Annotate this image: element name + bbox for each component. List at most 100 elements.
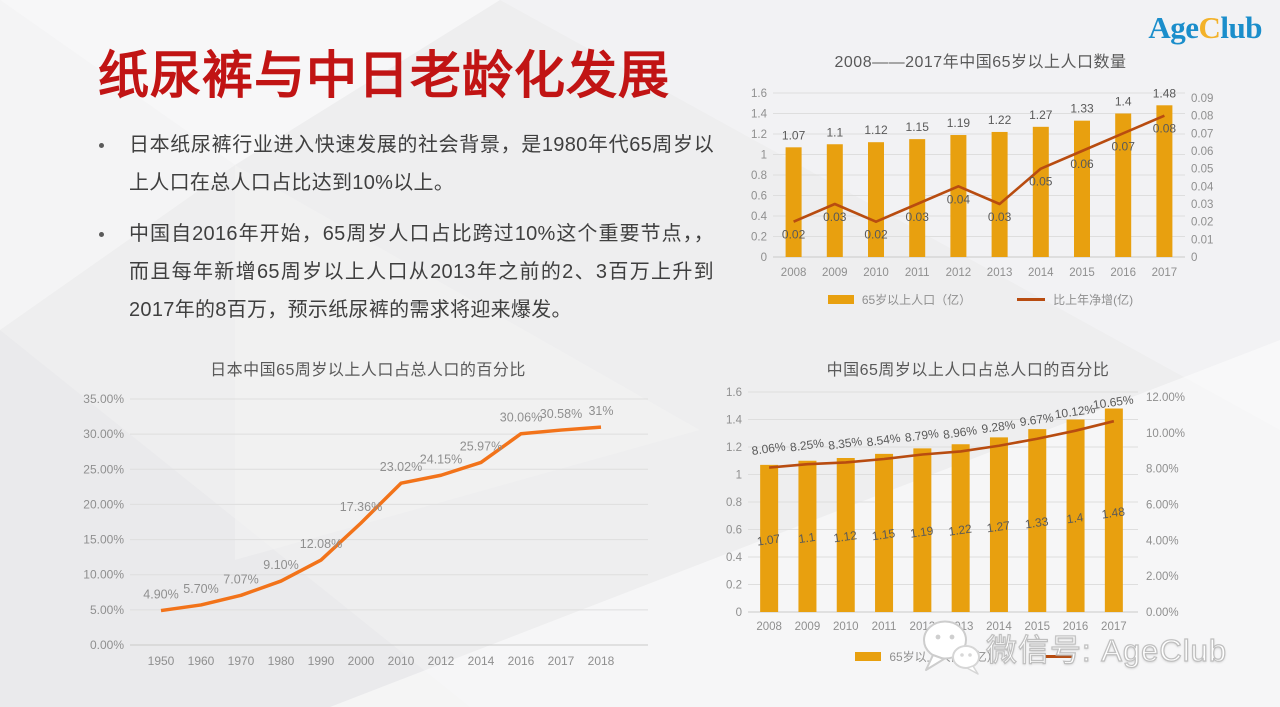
secondary-y-axis-tick-label: 6.00% [1146, 500, 1179, 512]
y-axis-tick-label: 0.2 [726, 580, 742, 592]
secondary-y-axis-tick-label: 0.05 [1191, 164, 1213, 176]
bar [785, 147, 802, 257]
line-data-label: 0.02 [782, 228, 806, 242]
wechat-watermark: 微信号: AgeClub [918, 616, 1227, 678]
bullet-dot-icon [99, 232, 104, 237]
line-data-label: 0.05 [1029, 175, 1053, 189]
x-axis-label: 2013 [987, 267, 1013, 279]
x-axis-label: 2016 [1063, 621, 1089, 633]
chart-title: 中国65周岁以上人口占总人口的百分比 [826, 362, 1110, 379]
logo-part-c: C [1198, 10, 1221, 45]
bullet-item: 日本纸尿裤行业进入快速发展的社会背景，是1980年代65周岁以上人口在总人口占比… [96, 126, 714, 202]
bar-data-label: 1.12 [833, 528, 858, 545]
bar [1066, 419, 1085, 612]
line-data-label: 24.15% [420, 452, 462, 466]
x-axis-label: 1980 [268, 654, 295, 668]
legend-item [1044, 648, 1081, 665]
x-axis-label: 2010 [863, 267, 889, 279]
bar [875, 453, 894, 612]
x-axis-label: 2016 [508, 654, 535, 668]
bar-data-label: 1.4 [1066, 510, 1085, 526]
y-axis-tick-label: 0.8 [726, 497, 742, 509]
x-axis-label: 2017 [1101, 621, 1127, 633]
y-axis-tick-label: 1 [736, 470, 742, 482]
line-data-label: 7.07% [223, 572, 258, 586]
chart-china-65plus-population-count: 2008——2017年中国65岁以上人口数量 1.6 1.4 1.2 1 0.8 0.6 0… [733, 44, 1228, 316]
x-axis-label: 2014 [986, 621, 1012, 633]
x-axis-label: 2009 [795, 621, 821, 633]
bar-data-label: 1.07 [756, 531, 781, 548]
bar-data-label: 1.19 [947, 116, 971, 130]
line-data-label: 8.25% [789, 436, 825, 455]
bar-data-label: 1.07 [782, 128, 806, 142]
x-axis-label: 2015 [1069, 267, 1095, 279]
watermark-text: 微信号: AgeClub [985, 632, 1228, 668]
x-axis-label: 2010 [833, 621, 859, 633]
line-data-label: 30.58% [540, 407, 582, 421]
bar-data-label: 1.33 [1070, 102, 1094, 116]
x-axis-label: 2009 [822, 267, 848, 279]
combo-chart-canvas: 1.6 1.4 1.2 1 0.8 0.6 0.4 0.2 0 12.00% 10.00% 8.00%… [726, 387, 1185, 633]
line-data-label: 5.70% [183, 582, 218, 596]
bar-data-label: 1.48 [1101, 504, 1126, 521]
bullet-text: 中国自2016年开始，65周岁人口占比跨过10%这个重要节点，，而且每年新增65… [129, 223, 714, 321]
y-axis-tick-label: 15.00% [83, 533, 124, 547]
bar [836, 458, 855, 612]
line-data-label: 0.03 [906, 210, 930, 224]
logo-part-lub: lub [1220, 10, 1262, 45]
bar-data-label: 1.12 [864, 123, 888, 137]
bar-data-label: 1.19 [909, 524, 934, 541]
line-data-label: 0.04 [947, 192, 971, 206]
bar-data-label: 1.48 [1153, 86, 1177, 100]
secondary-y-axis-tick-label: 12.00% [1146, 392, 1185, 404]
line-data-label: 8.54% [866, 431, 902, 450]
y-axis-tick-label: 1.4 [726, 415, 743, 427]
line-data-label: 9.28% [981, 417, 1017, 436]
x-axis-label: 1960 [188, 654, 215, 668]
y-axis-tick-label: 1.2 [726, 442, 742, 454]
secondary-y-axis-tick-label: 0.09 [1191, 93, 1213, 105]
x-axis-label: 2011 [905, 267, 930, 279]
bar-data-label: 1.22 [988, 113, 1012, 127]
bar [826, 144, 843, 257]
x-axis-label: 2010 [388, 654, 415, 668]
secondary-y-axis-tick-label: 8.00% [1146, 464, 1179, 476]
ageclub-logo: AgeClub [1148, 10, 1262, 46]
bar [1028, 429, 1047, 612]
bar [950, 135, 967, 257]
data-line [793, 114, 1165, 223]
y-axis-tick-label: 0.00% [90, 638, 124, 652]
logo-part-age: Age [1148, 10, 1199, 45]
y-axis-tick-label: 1.4 [751, 109, 768, 121]
x-axis-label: 2008 [756, 621, 782, 633]
line-data-label: 10.12% [1054, 402, 1097, 422]
bar [1074, 120, 1090, 257]
slide-title: 纸尿裤与中日老龄化发展 [98, 47, 671, 104]
secondary-y-axis-tick-label: 0 [1191, 252, 1197, 264]
legend-item: 65岁以上人口（亿） [827, 291, 972, 308]
line-data-label: 0.02 [864, 228, 888, 242]
y-axis-tick-label: 5.00% [90, 603, 124, 617]
line-data-label: 31% [588, 404, 613, 418]
bar [1104, 408, 1123, 612]
y-axis-tick-label: 30.00% [83, 427, 124, 441]
secondary-y-axis-tick-label: 0.00% [1146, 607, 1179, 619]
x-axis-label: 2017 [548, 654, 575, 668]
legend-label: 65岁以上人口（亿） [861, 293, 972, 307]
secondary-y-axis-tick-label: 0.02 [1191, 217, 1213, 229]
y-axis-tick-label: 1.2 [751, 129, 767, 141]
y-axis-tick-label: 1.6 [751, 88, 767, 100]
secondary-y-axis-tick-label: 2.00% [1146, 571, 1179, 583]
bar [1032, 126, 1049, 257]
x-axis-label: 2012 [946, 267, 972, 279]
chart-japan-china-65plus-percentage: 日本中国65周岁以上人口占总人口的百分比 35.00% 30.00% 25.00% 2… [68, 348, 668, 683]
x-axis-label: 1950 [148, 654, 175, 668]
line-data-label: 0.08 [1153, 122, 1177, 136]
chart-legend: 65岁以上人口（亿） 比上年净增(亿) [733, 291, 1228, 308]
bar [951, 444, 970, 612]
secondary-y-axis-tick-label: 0.03 [1191, 199, 1213, 211]
bar-data-label: 1.1 [826, 125, 843, 139]
bar-data-label: 1.15 [871, 526, 896, 543]
x-axis-label: 2012 [428, 654, 455, 668]
secondary-y-axis-tick-label: 0.04 [1191, 181, 1214, 193]
